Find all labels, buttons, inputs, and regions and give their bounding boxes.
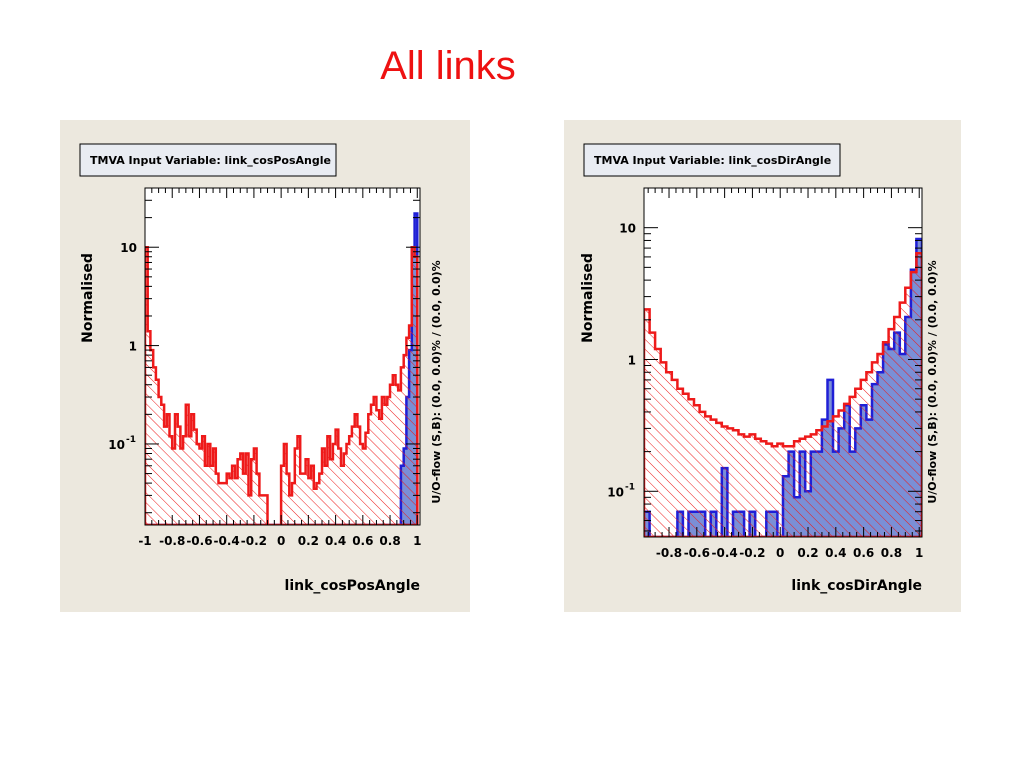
histogram-cosdirangle: TMVA Input Variable: link_cosDirAngle -0.…	[580, 143, 939, 594]
x-tick-label: -0.2	[739, 546, 765, 560]
y-tick-label: 1	[129, 340, 137, 354]
overflow-label: U/O-flow (S,B): (0.0, 0.0)% / (0.0, 0.0)…	[430, 260, 443, 503]
y-tick-label: 10	[120, 241, 137, 255]
x-tick-label: 0.8	[881, 546, 902, 560]
x-tick-label: 0.6	[853, 546, 874, 560]
x-tick-label: -0.4	[214, 534, 240, 548]
y-tick-label: 10	[108, 438, 125, 452]
histogram-cosposangle: TMVA Input Variable: link_cosPosAngle-1-…	[79, 143, 443, 594]
background-histogram	[644, 251, 922, 537]
x-tick-label: 0	[277, 534, 285, 548]
overflow-label: U/O-flow (S,B): (0.0, 0.0)% / (0.0, 0.0)…	[926, 260, 939, 503]
y-axis-label: Normalised	[80, 253, 96, 343]
x-tick-label: 1	[413, 534, 421, 548]
x-tick-label: 0	[776, 546, 784, 560]
x-axis-label: link_cosDirAngle	[791, 578, 922, 594]
x-axis-label: link_cosPosAngle	[285, 578, 420, 594]
x-tick-label: 0.4	[825, 546, 846, 560]
slide-title: All links	[380, 44, 516, 88]
y-axis-label: Normalised	[580, 253, 596, 343]
chart-title: TMVA Input Variable: link_cosDirAngle	[594, 154, 831, 167]
histogram-panel-cosdirangle: TMVA Input Variable: link_cosDirAngle -0.…	[564, 120, 961, 612]
x-tick-label: 0.6	[352, 534, 373, 548]
x-tick-label: 0.8	[379, 534, 400, 548]
x-tick-label: 0.2	[298, 534, 319, 548]
x-tick-label: -1	[138, 534, 151, 548]
chart-title-box	[79, 143, 337, 177]
y-tick-exponent: -1	[126, 435, 136, 445]
x-tick-label: 1	[915, 546, 923, 560]
y-tick-exponent: -1	[625, 482, 635, 492]
x-tick-label: -0.6	[186, 534, 212, 548]
background-histogram	[145, 245, 419, 525]
x-tick-label: -0.8	[159, 534, 185, 548]
x-tick-label: 0.4	[325, 534, 346, 548]
x-tick-label: -0.6	[684, 546, 710, 560]
chart-title-box	[583, 143, 841, 177]
x-tick-label: -0.8	[656, 546, 682, 560]
x-tick-label: 0.2	[797, 546, 818, 560]
x-tick-label: -0.4	[711, 546, 737, 560]
chart-title: TMVA Input Variable: link_cosPosAngle	[90, 154, 331, 167]
histogram-panel-cosposangle: TMVA Input Variable: link_cosPosAngle -1-…	[60, 120, 470, 612]
y-tick-label: 1	[628, 353, 636, 367]
x-tick-label: -0.2	[241, 534, 267, 548]
y-tick-label: 10	[619, 222, 636, 236]
y-tick-label: 10	[607, 485, 624, 499]
